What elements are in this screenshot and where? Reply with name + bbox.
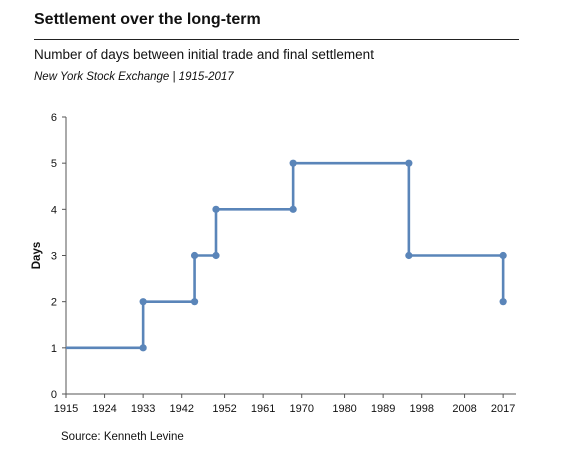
data-point xyxy=(499,251,507,260)
data-point xyxy=(405,159,413,167)
data-point xyxy=(139,298,147,306)
y-tick-label: 4 xyxy=(51,204,57,216)
y-tick-label: 1 xyxy=(51,343,57,355)
y-tick-label: 2 xyxy=(51,297,57,309)
data-point xyxy=(212,251,220,260)
x-tick-label: 1998 xyxy=(409,403,433,415)
x-tick-label: 1915 xyxy=(54,403,78,415)
x-tick-label: 1961 xyxy=(251,403,275,415)
x-tick-label: 1924 xyxy=(92,403,116,415)
x-axis-ticks: 1915 1924 1933 1942 1952 1961 1970 1980 1989 1998… xyxy=(54,394,515,415)
chart-note: New York Stock Exchange | 1915-2017 xyxy=(34,71,234,83)
data-point xyxy=(499,298,507,306)
x-tick-label: 1952 xyxy=(212,403,236,415)
y-tick-label: 5 xyxy=(51,158,57,170)
x-tick-label: 2008 xyxy=(452,403,476,415)
data-point xyxy=(190,298,199,306)
data-point xyxy=(212,205,220,213)
chart-title: Settlement over the long-term xyxy=(34,11,261,28)
x-tick-label: 1980 xyxy=(332,403,356,415)
x-tick-label: 2017 xyxy=(491,403,515,415)
y-tick-label: 0 xyxy=(51,389,57,401)
y-axis-ticks: 0 1 2 3 4 5 6 xyxy=(51,112,66,401)
source-note: Source: Kenneth Levine xyxy=(61,431,184,443)
data-point xyxy=(405,251,413,260)
data-point xyxy=(190,251,199,260)
y-axis-label: Days xyxy=(31,242,43,270)
data-point xyxy=(289,159,297,167)
data-point xyxy=(139,344,147,352)
y-tick-label: 3 xyxy=(51,251,57,263)
x-tick-label: 1970 xyxy=(289,403,313,415)
y-tick-label: 6 xyxy=(51,112,57,124)
data-point xyxy=(289,205,297,213)
x-tick-label: 1933 xyxy=(131,403,155,415)
x-tick-label: 1942 xyxy=(169,403,193,415)
chart-subtitle: Number of days between initial trade and… xyxy=(34,47,374,62)
title-divider xyxy=(34,39,519,40)
series-days xyxy=(66,159,507,352)
series-step-line xyxy=(66,161,505,350)
x-tick-label: 1989 xyxy=(371,403,395,415)
